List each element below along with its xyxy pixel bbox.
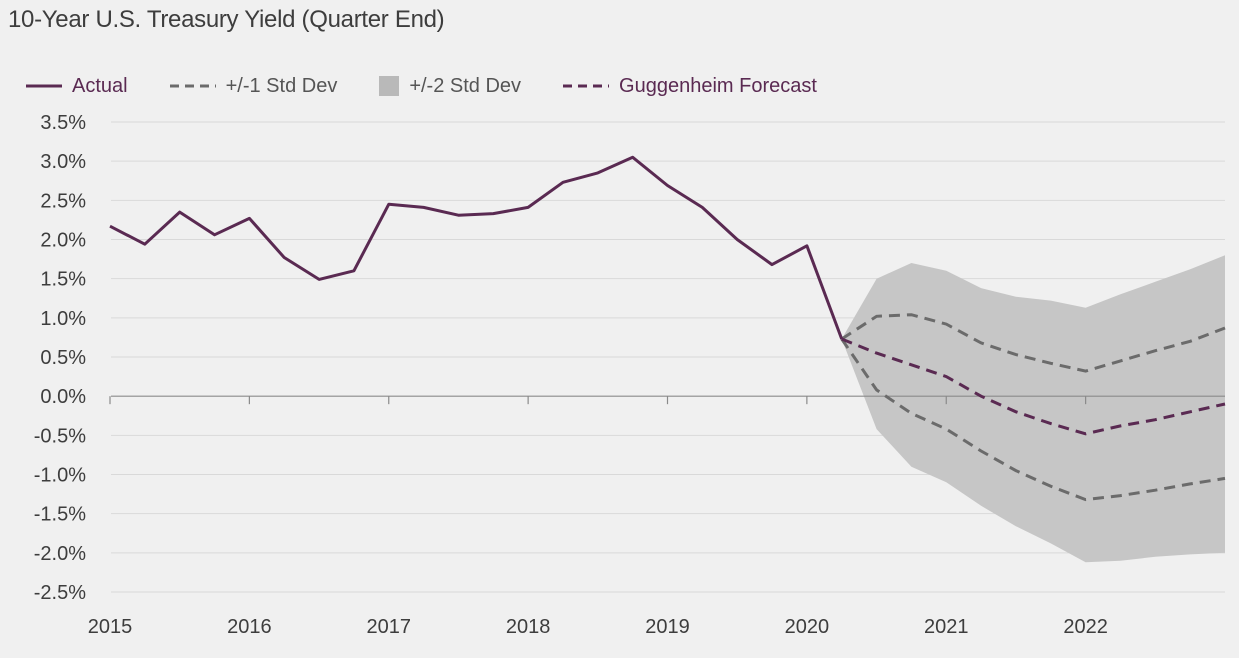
- legend-label-actual: Actual: [72, 74, 128, 97]
- legend-item-std2: +/-2 Std Dev: [379, 75, 521, 98]
- x-tick-label: 2017: [367, 616, 412, 638]
- y-tick-label: 1.5%: [40, 269, 86, 291]
- y-tick-label: -2.0%: [34, 543, 86, 565]
- legend-label-std2: +/-2 Std Dev: [409, 74, 522, 97]
- legend-label-std1: +/-1 Std Dev: [225, 74, 338, 97]
- y-tick-label: 3.5%: [40, 112, 86, 134]
- y-tick-label: 0.0%: [40, 386, 86, 408]
- x-tick-label: 2022: [1063, 616, 1108, 638]
- y-tick-label: 2.5%: [40, 190, 86, 212]
- legend-swatch-std1: [169, 84, 216, 88]
- chart-legend: Actual +/-1 Std Dev +/-2 Std Dev Guggenh…: [26, 72, 859, 100]
- chart-title: 10-Year U.S. Treasury Yield (Quarter End…: [8, 6, 445, 33]
- std2-band: [841, 255, 1225, 563]
- x-tick-label: 2018: [506, 616, 551, 638]
- legend-swatch-forecast: [563, 84, 610, 88]
- y-tick-label: 3.0%: [40, 151, 86, 173]
- x-tick-label: 2016: [227, 616, 272, 638]
- std2-band-area: [841, 255, 1225, 563]
- y-tick-label: 0.5%: [40, 347, 86, 369]
- x-axis: [109, 395, 1225, 405]
- x-tick-label: 2019: [645, 616, 690, 638]
- legend-label-forecast: Guggenheim Forecast: [619, 74, 817, 97]
- y-tick-label: -1.0%: [34, 465, 86, 487]
- y-tick-label: 1.0%: [40, 308, 86, 330]
- series-lines: [109, 155, 1226, 502]
- x-tick-label: 2021: [924, 616, 969, 638]
- legend-swatch-actual: [26, 84, 62, 88]
- std1-upper-line: [840, 313, 1226, 373]
- x-tick-label: 2015: [88, 616, 133, 638]
- std1-lower-line: [840, 338, 1226, 502]
- x-axis-labels: 2015 2016 2017 2018 2019 2020 2021 2022: [88, 616, 1108, 638]
- actual-line: [109, 155, 844, 340]
- legend-item-std1: +/-1 Std Dev: [169, 74, 338, 98]
- y-axis-labels: 3.5% 3.0% 2.5% 2.0% 1.5% 1.0% 0.5% 0.0% -0.5% -1.…: [34, 112, 86, 604]
- legend-swatch-std2: [379, 76, 400, 96]
- x-tick-label: 2020: [785, 616, 830, 638]
- legend-item-forecast: Guggenheim Forecast: [563, 75, 817, 98]
- y-tick-label: 2.0%: [40, 230, 86, 252]
- y-tick-label: -0.5%: [34, 425, 86, 447]
- legend-item-actual: Actual: [26, 75, 128, 98]
- y-tick-label: -1.5%: [34, 504, 86, 526]
- forecast-line: [841, 337, 1226, 436]
- y-tick-label: -2.5%: [34, 582, 86, 604]
